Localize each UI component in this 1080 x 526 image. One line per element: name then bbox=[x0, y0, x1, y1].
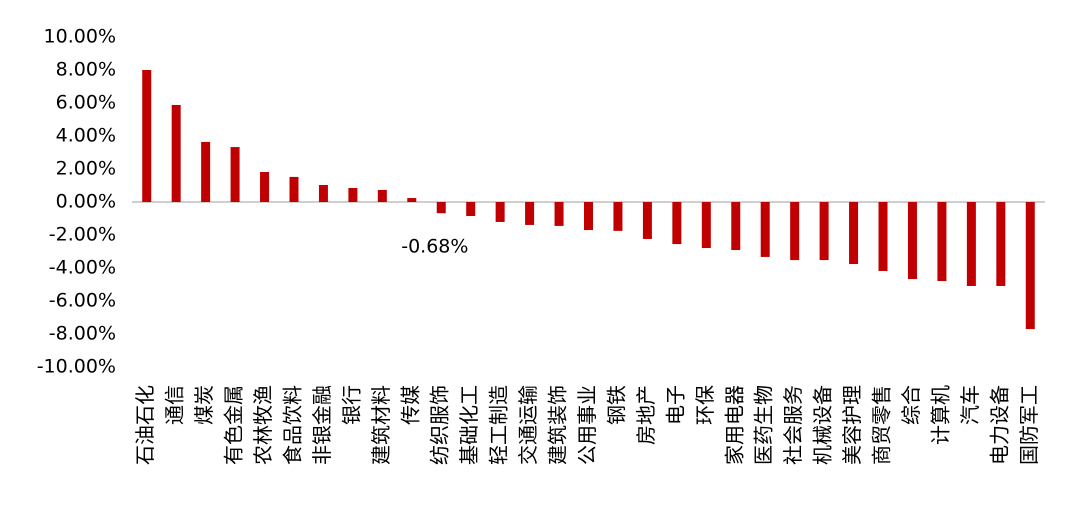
bar bbox=[230, 147, 240, 202]
x-tick-label: 建筑装饰 bbox=[546, 385, 570, 465]
bar bbox=[937, 202, 947, 282]
x-tick-label: 食品饮料 bbox=[280, 385, 304, 465]
x-tick-label: 国防军工 bbox=[1017, 385, 1041, 465]
x-tick-label: 通信 bbox=[163, 385, 187, 425]
bar bbox=[996, 202, 1006, 286]
y-tick-label: -4.00% bbox=[49, 257, 116, 279]
bar bbox=[907, 202, 917, 280]
bar bbox=[790, 202, 800, 261]
bar bbox=[966, 202, 976, 286]
x-tick-label: 非银金融 bbox=[310, 385, 334, 465]
x-tick-label: 计算机 bbox=[928, 385, 952, 445]
bar bbox=[672, 202, 682, 245]
x-tick-label: 汽车 bbox=[958, 385, 982, 425]
bar bbox=[760, 202, 770, 257]
bar bbox=[289, 176, 299, 202]
bar bbox=[377, 189, 387, 202]
x-tick-label: 医药生物 bbox=[752, 385, 776, 465]
y-tick-label: -6.00% bbox=[49, 290, 116, 312]
bar bbox=[348, 187, 358, 202]
y-tick-label: -8.00% bbox=[49, 323, 116, 345]
y-tick-label: 2.00% bbox=[56, 158, 116, 180]
x-tick-label: 公用事业 bbox=[575, 385, 599, 465]
bar bbox=[701, 202, 711, 249]
y-tick-label: -10.00% bbox=[37, 356, 116, 378]
bar bbox=[525, 202, 535, 225]
x-tick-label: 建筑材料 bbox=[369, 385, 393, 465]
bar bbox=[731, 202, 741, 251]
x-tick-label: 纺织服饰 bbox=[428, 385, 452, 465]
x-tick-label: 农林牧渔 bbox=[251, 385, 275, 465]
x-tick-label: 钢铁 bbox=[604, 385, 628, 425]
bar bbox=[466, 202, 476, 217]
bar bbox=[260, 171, 270, 202]
x-tick-label: 综合 bbox=[899, 385, 923, 425]
x-tick-label: 社会服务 bbox=[781, 385, 805, 465]
x-tick-label: 家用电器 bbox=[722, 385, 746, 465]
x-tick-label: 交通运输 bbox=[516, 385, 540, 465]
bar bbox=[819, 202, 829, 261]
bar bbox=[1025, 202, 1035, 330]
x-tick-label: 机械设备 bbox=[811, 385, 835, 465]
x-tick-label: 商贸零售 bbox=[870, 385, 894, 465]
x-tick-label: 电力设备 bbox=[987, 385, 1011, 465]
y-tick-label: 8.00% bbox=[56, 59, 116, 81]
bar bbox=[171, 104, 181, 202]
y-tick-label: 6.00% bbox=[56, 92, 116, 114]
bar bbox=[407, 198, 417, 202]
x-tick-label: 传媒 bbox=[398, 385, 422, 425]
x-tick-label: 环保 bbox=[693, 385, 717, 425]
x-tick-label: 有色金属 bbox=[222, 385, 246, 465]
x-tick-label: 基础化工 bbox=[457, 385, 481, 465]
bar bbox=[584, 202, 593, 231]
bar bbox=[318, 185, 328, 202]
bar bbox=[495, 202, 505, 222]
x-tick-label: 轻工制造 bbox=[487, 385, 511, 465]
x-tick-label: 房地产 bbox=[634, 385, 658, 445]
y-tick-label: 4.00% bbox=[56, 125, 116, 147]
x-tick-label: 电子 bbox=[663, 385, 687, 425]
bar bbox=[613, 202, 623, 231]
x-tick-label: 煤炭 bbox=[192, 385, 216, 425]
x-tick-label: 石油石化 bbox=[133, 385, 157, 465]
bar bbox=[878, 202, 888, 271]
y-tick-label: -2.00% bbox=[49, 224, 116, 246]
x-tick-label: 银行 bbox=[339, 385, 363, 425]
y-tick-label: 0.00% bbox=[56, 191, 116, 213]
bar bbox=[554, 202, 564, 226]
data-label: -0.68% bbox=[401, 236, 468, 258]
x-tick-label: 美容护理 bbox=[840, 385, 864, 465]
bar bbox=[849, 202, 859, 265]
bar bbox=[142, 70, 152, 202]
bar bbox=[201, 141, 211, 202]
bar bbox=[436, 202, 446, 214]
bar bbox=[642, 202, 652, 239]
y-tick-label: 10.00% bbox=[44, 26, 116, 48]
